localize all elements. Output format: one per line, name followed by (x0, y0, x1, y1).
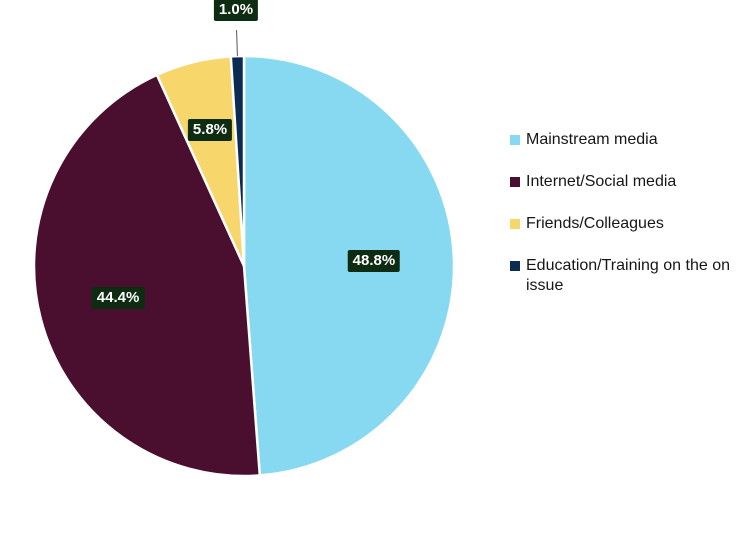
legend-label: Mainstream media (526, 130, 658, 150)
legend-item: Mainstream media (510, 130, 746, 150)
legend-swatch (510, 219, 520, 229)
legend-label: Internet/Social media (526, 172, 676, 192)
pct-label: 5.8% (188, 119, 232, 141)
legend-swatch (510, 261, 520, 271)
legend-swatch (510, 135, 520, 145)
legend-label: Education/Training on the on issue (526, 256, 746, 296)
legend: Mainstream media Internet/Social media Fri… (510, 130, 746, 318)
pct-label: 48.8% (348, 250, 401, 272)
legend-swatch (510, 177, 520, 187)
pct-label: 1.0% (214, 0, 258, 21)
legend-item: Friends/Colleagues (510, 214, 746, 234)
pct-label: 44.4% (92, 287, 145, 309)
chart-stage: 48.8% 44.4% 5.8% 1.0% Mainstream media Inter… (0, 0, 750, 533)
legend-item: Education/Training on the on issue (510, 256, 746, 296)
legend-label: Friends/Colleagues (526, 214, 664, 234)
leader-line (237, 30, 238, 56)
legend-item: Internet/Social media (510, 172, 746, 192)
